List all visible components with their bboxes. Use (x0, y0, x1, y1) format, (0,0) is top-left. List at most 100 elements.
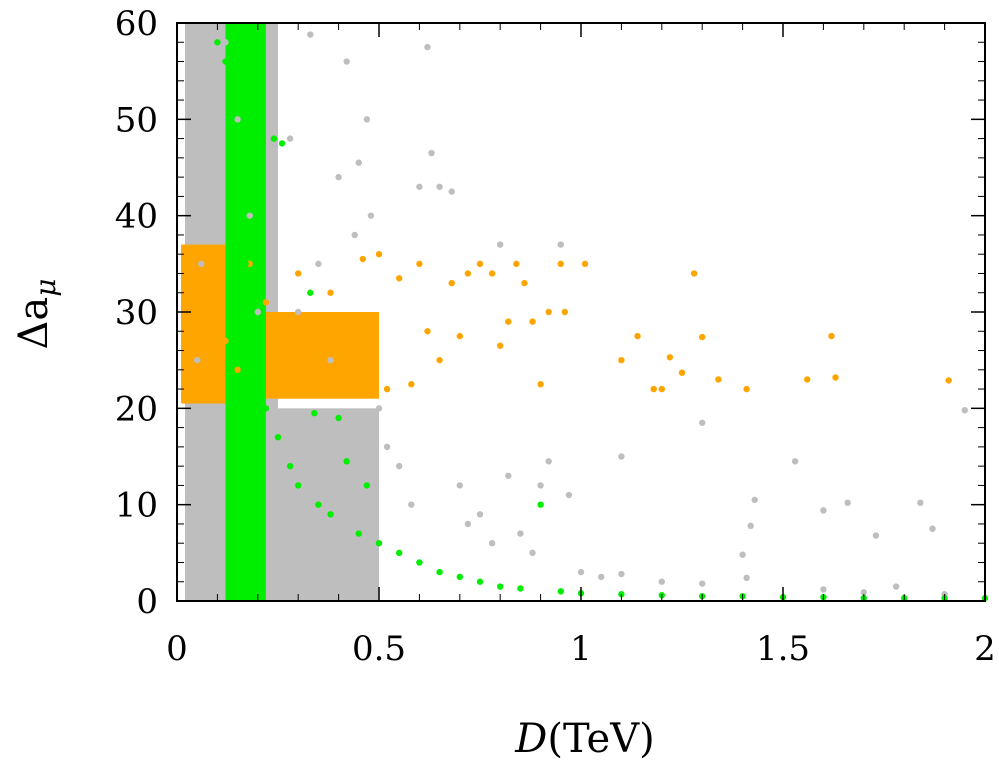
data-point (456, 573, 463, 581)
y-tick-label: 60 (115, 4, 158, 44)
data-point (517, 585, 524, 592)
x-tick-label: 0.5 (352, 629, 406, 669)
data-point (222, 337, 229, 345)
data-point (456, 482, 463, 489)
dense-regions (181, 23, 379, 601)
data-point (416, 260, 423, 268)
data-point (355, 530, 362, 537)
data-point (396, 275, 403, 282)
data-point (565, 491, 573, 499)
data-point (311, 356, 318, 364)
data-point (262, 299, 270, 306)
data-point (598, 573, 605, 581)
y-tick-label: 30 (115, 293, 158, 333)
data-point (242, 260, 249, 268)
data-point (476, 511, 484, 518)
data-point (359, 255, 367, 263)
data-point (690, 270, 698, 277)
y-tick-label: 20 (115, 389, 158, 429)
data-point (892, 583, 900, 590)
data-point (650, 385, 657, 393)
data-point (747, 522, 754, 530)
region-orange-block-right (257, 312, 379, 399)
data-point (488, 270, 496, 277)
data-point (820, 507, 827, 514)
data-point (860, 589, 867, 596)
y-axis-label: Δaμ (11, 279, 62, 350)
data-point (254, 308, 261, 316)
data-point (286, 462, 294, 470)
data-point (222, 39, 229, 46)
data-point (497, 241, 504, 248)
data-point (804, 376, 811, 383)
data-point (448, 279, 455, 287)
data-point (476, 260, 484, 268)
data-point (424, 328, 431, 335)
x-tick-label: 2 (974, 629, 996, 669)
x-tick-label: 0 (166, 629, 188, 669)
data-point (658, 385, 665, 393)
y-tick-label: 50 (115, 100, 158, 140)
data-point (917, 499, 924, 506)
data-point (872, 532, 880, 539)
data-point (274, 453, 282, 460)
data-point (295, 308, 302, 316)
data-point (464, 520, 472, 528)
data-point (343, 318, 350, 325)
data-point (327, 289, 334, 296)
data-point (517, 530, 524, 537)
data-point (557, 241, 564, 248)
data-point (335, 173, 342, 181)
data-point (363, 482, 371, 489)
data-point (194, 279, 201, 287)
data-point (181, 251, 189, 258)
data-point (295, 482, 302, 489)
data-point (618, 356, 625, 364)
data-point (206, 308, 213, 316)
data-point (327, 356, 334, 364)
data-point (699, 419, 706, 426)
data-point (513, 260, 520, 268)
data-point (521, 279, 528, 287)
data-point (557, 260, 564, 268)
scatter-points (181, 29, 989, 602)
data-point (185, 549, 193, 557)
data-point (436, 356, 443, 364)
data-point (497, 583, 504, 590)
data-point (351, 231, 358, 239)
series-2 (214, 29, 989, 602)
y-tick-label: 40 (115, 197, 158, 237)
data-point (198, 260, 205, 268)
data-point (456, 332, 463, 340)
data-point (230, 135, 237, 142)
data-point (295, 270, 302, 277)
data-point (262, 405, 270, 412)
data-point (315, 260, 322, 268)
data-point (699, 580, 706, 587)
data-point (214, 39, 221, 46)
data-point (497, 342, 504, 349)
data-point (254, 356, 261, 364)
data-point (383, 443, 391, 451)
data-point (375, 540, 383, 547)
data-point (751, 496, 758, 504)
data-point (246, 308, 253, 316)
data-point (355, 159, 362, 166)
data-point (488, 540, 496, 547)
data-point (238, 212, 245, 219)
data-point (537, 381, 544, 388)
data-point (408, 501, 415, 508)
data-point (343, 58, 350, 65)
data-point (529, 318, 536, 325)
axis-labels: D(TeV) Δaμ (11, 279, 655, 762)
data-point (537, 501, 544, 508)
data-point (945, 377, 952, 384)
data-point (307, 31, 314, 38)
data-point (396, 462, 403, 470)
data-point (448, 188, 455, 195)
data-point (367, 212, 375, 219)
data-point (222, 58, 229, 65)
data-point (634, 332, 641, 340)
data-point (929, 525, 936, 532)
data-point (820, 586, 827, 593)
